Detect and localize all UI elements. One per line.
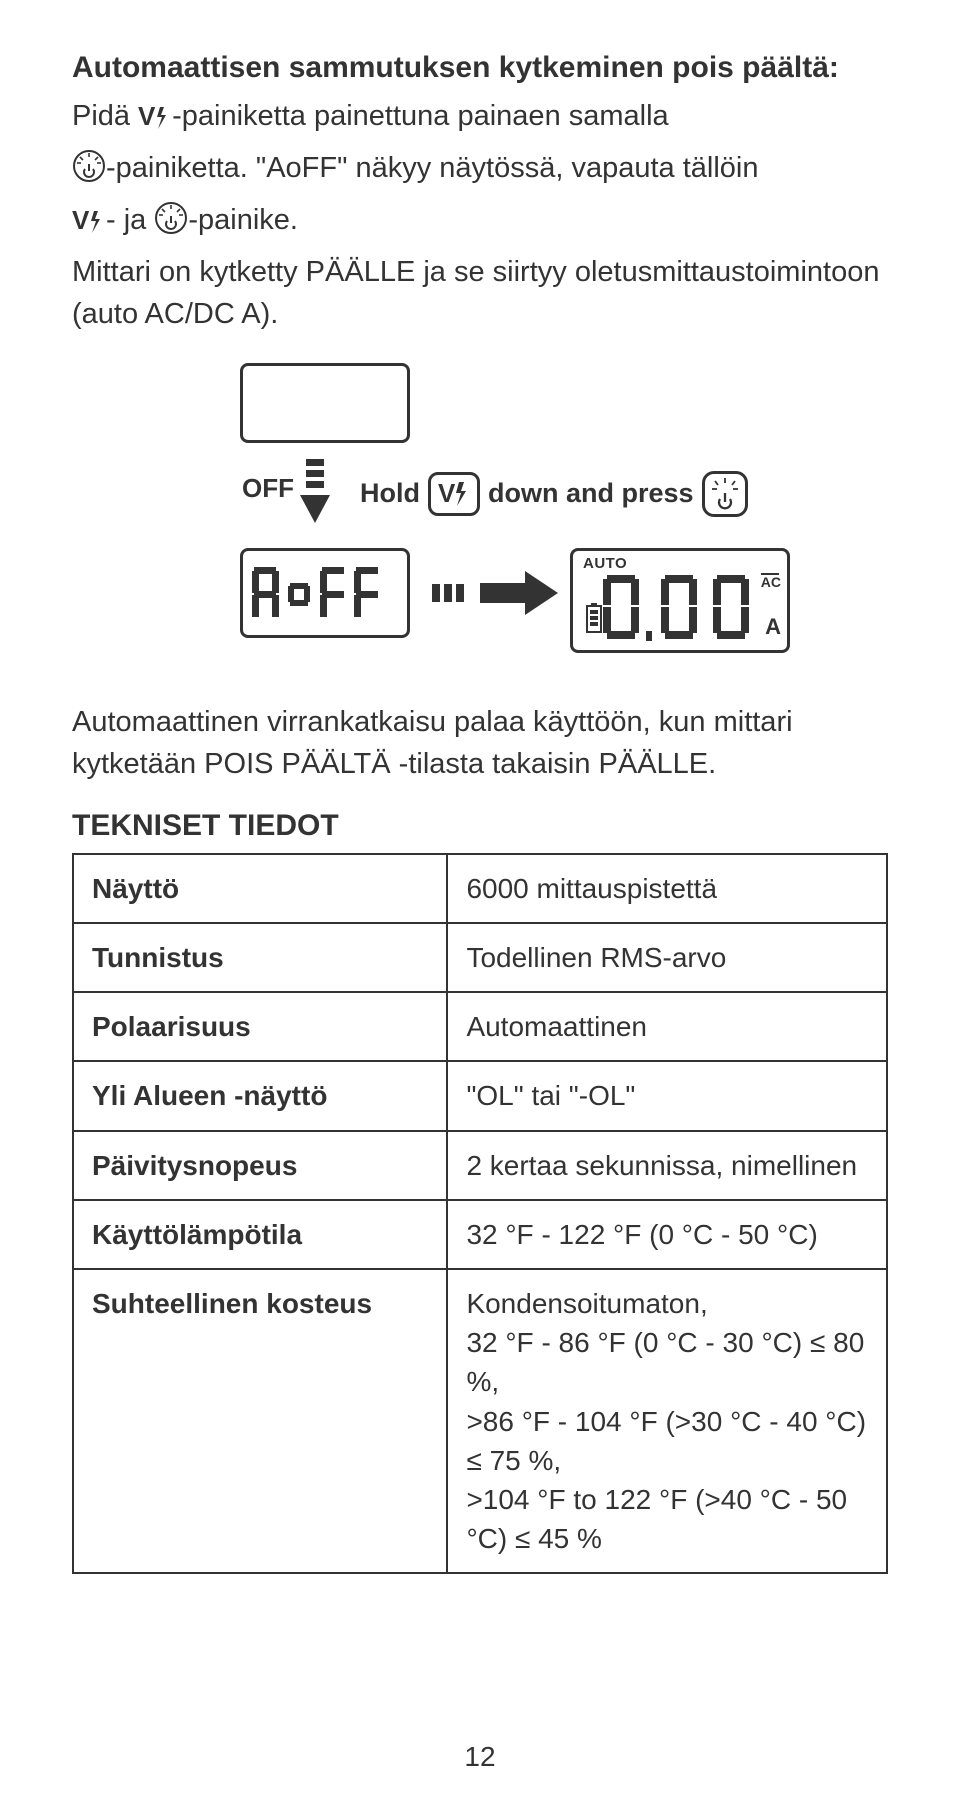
table-row: Näyttö6000 mittauspistettä (73, 854, 887, 923)
auto-label: AUTO (583, 555, 627, 572)
p1b: -painiketta painettuna painaen samalla (172, 100, 669, 132)
battery-icon (585, 603, 603, 638)
section-heading: Automaattisen sammutuksen kytkeminen poi… (72, 48, 888, 89)
off-label: OFF (242, 473, 294, 504)
power-backlight-icon (154, 201, 188, 247)
table-row: Suhteellinen kosteusKondensoitumaton, 32… (73, 1269, 887, 1573)
lcd-result: AUTO (570, 548, 790, 653)
spec-key: Yli Alueen -näyttö (73, 1061, 447, 1130)
procedure-diagram: OFF Hold V down and press (150, 363, 810, 673)
spec-key: Näyttö (73, 854, 447, 923)
lcd-aoff (240, 548, 410, 638)
paragraph-2: -painiketta. "AoFF" näkyy näytössä, vapa… (72, 147, 888, 195)
paragraph-3: V - ja -painike. (72, 199, 888, 247)
down-and-press-label: down and press (488, 478, 694, 509)
table-row: Yli Alueen -näyttö"OL" tai "-OL" (73, 1061, 887, 1130)
p2a: -painiketta. "AoFF" näkyy näytössä, vapa… (106, 152, 759, 184)
hold-label: Hold (360, 478, 420, 509)
a-unit-label: A (765, 614, 781, 640)
v-bolt-button-icon: V (428, 472, 480, 516)
spec-value: 32 °F - 122 °F (0 °C - 50 °C) (447, 1200, 887, 1269)
ac-label: AC (761, 573, 781, 590)
after-diagram-paragraph: Automaattinen virrankatkaisu palaa käytt… (72, 701, 888, 785)
spec-value: Kondensoitumaton, 32 °F - 86 °F (0 °C - … (447, 1269, 887, 1573)
spec-key: Päivitysnopeus (73, 1131, 447, 1200)
down-arrow-bars-icon (300, 459, 330, 534)
v-bolt-icon: V (72, 205, 106, 247)
table-row: TunnistusTodellinen RMS-arvo (73, 923, 887, 992)
progress-bars-icon (432, 578, 472, 613)
svg-text:V: V (438, 479, 456, 508)
paragraph-4: Mittari on kytketty PÄÄLLE ja se siirtyy… (72, 251, 888, 335)
spec-value: Automaattinen (447, 992, 887, 1061)
spec-title: TEKNISET TIEDOT (72, 809, 888, 843)
lcd-blank (240, 363, 410, 443)
page-number: 12 (0, 1741, 960, 1773)
spec-value: Todellinen RMS-arvo (447, 923, 887, 992)
paragraph-1: Pidä V -painiketta painettuna painaen sa… (72, 95, 888, 143)
spec-key: Polaarisuus (73, 992, 447, 1061)
table-row: Päivitysnopeus2 kertaa sekunnissa, nimel… (73, 1131, 887, 1200)
p3a: - ja (106, 204, 154, 236)
spec-table: Näyttö6000 mittauspistettäTunnistusTodel… (72, 853, 888, 1574)
v-bolt-icon: V (138, 101, 172, 143)
table-row: PolaarisuusAutomaattinen (73, 992, 887, 1061)
spec-key: Käyttölämpötila (73, 1200, 447, 1269)
power-backlight-button-icon (702, 471, 748, 517)
spec-value: 2 kertaa sekunnissa, nimellinen (447, 1131, 887, 1200)
table-row: Käyttölämpötila32 °F - 122 °F (0 °C - 50… (73, 1200, 887, 1269)
spec-value: "OL" tai "-OL" (447, 1061, 887, 1130)
hold-instruction: Hold V down and press (360, 471, 748, 517)
spec-key: Tunnistus (73, 923, 447, 992)
power-backlight-icon (72, 149, 106, 195)
aoff-segment-icon (250, 563, 400, 623)
svg-text:V: V (138, 103, 156, 131)
svg-text:V: V (72, 207, 90, 235)
spec-key: Suhteellinen kosteus (73, 1269, 447, 1573)
digits-segment-icon (603, 573, 763, 648)
right-arrow-icon (480, 568, 560, 623)
spec-value: 6000 mittauspistettä (447, 854, 887, 923)
p1a: Pidä (72, 100, 138, 132)
p3b: -painike. (188, 204, 298, 236)
